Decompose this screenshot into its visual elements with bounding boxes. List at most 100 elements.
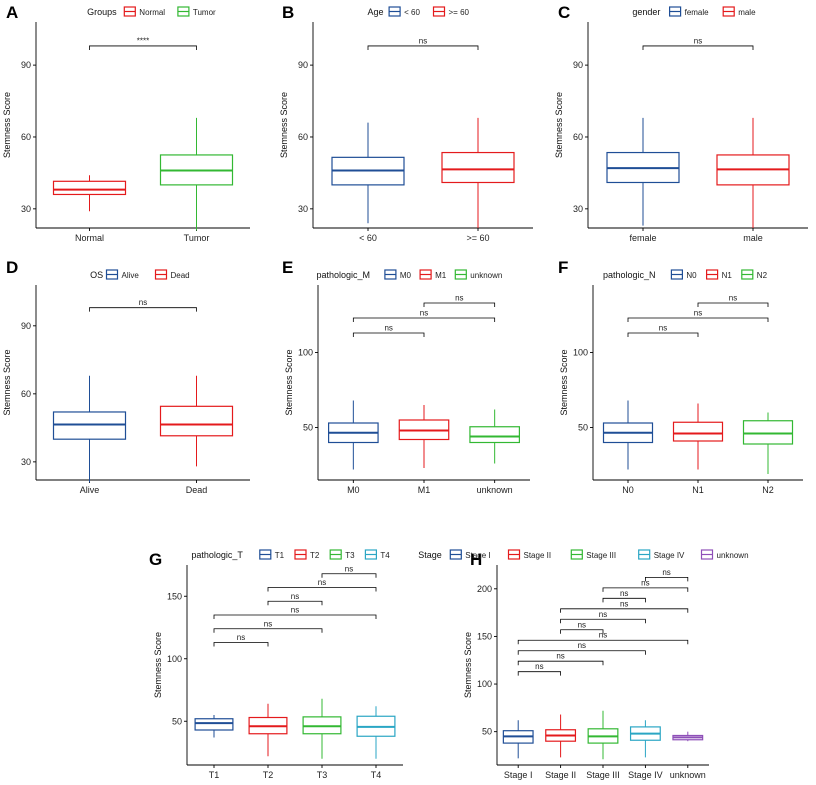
legend-label: Alive (122, 271, 140, 280)
comparison-bracket: ns (517, 652, 604, 666)
significance-label: ns (420, 309, 428, 318)
significance-label: **** (137, 36, 149, 45)
box-stage-ii (545, 714, 577, 758)
bracket-line (627, 332, 699, 337)
significance-label: ns (641, 578, 649, 587)
bracket-line (517, 660, 604, 666)
box-male (716, 117, 790, 228)
x-tick-label: >= 60 (466, 233, 489, 243)
legend-title: gender (632, 7, 660, 17)
box-dead (159, 375, 234, 467)
comparison-bracket: ns (560, 620, 604, 634)
bracket-line (560, 629, 604, 634)
x-tick-label: < 60 (359, 233, 377, 243)
bracket-line (213, 642, 269, 647)
legend-label: T1 (275, 551, 285, 560)
significance-label: ns (345, 564, 353, 573)
legend-key: >= 60 (432, 6, 470, 17)
comparison-bracket: ns (602, 578, 689, 592)
legend-key: male (722, 6, 756, 17)
y-tick-label: 50 (172, 716, 182, 726)
significance-label: ns (694, 309, 702, 318)
legend-label: unknown (470, 271, 502, 280)
legend: pathologic_T T1 T2 T3 T4 (191, 549, 390, 560)
legend-key: N2 (741, 269, 768, 280)
legend-label: Tumor (193, 8, 216, 17)
legend-key: T3 (329, 549, 355, 560)
legend-label: T2 (310, 551, 320, 560)
panel-letter: E (282, 258, 293, 277)
legend-title: pathologic_N (603, 270, 656, 280)
comparison-bracket: ns (560, 610, 646, 624)
y-tick-label: 150 (477, 631, 492, 641)
box-iqr (441, 151, 515, 184)
box-stage-iv (629, 720, 661, 758)
x-tick-label: male (743, 233, 763, 243)
x-tick-label: Stage II (545, 770, 576, 780)
x-tick-label: female (629, 233, 656, 243)
bracket-line (602, 597, 646, 603)
legend-key: female (668, 6, 709, 17)
x-tick-label: Tumor (184, 233, 210, 243)
y-tick-label: 90 (573, 60, 583, 70)
x-tick-label: Normal (75, 233, 104, 243)
bracket-line (267, 600, 323, 606)
significance-label: ns (291, 592, 299, 601)
box-iqr (52, 180, 127, 196)
legend-key: T4 (364, 549, 390, 560)
y-tick-label: 60 (21, 132, 31, 142)
bracket-line (352, 317, 496, 322)
y-tick-label: 90 (21, 321, 31, 331)
bracket-line (321, 573, 377, 578)
bracket-line (267, 587, 377, 592)
box-iqr (742, 420, 794, 445)
legend-title: pathologic_M (317, 270, 371, 280)
legend-label: Stage IV (654, 551, 685, 560)
panel-a: A Groups Normal Tumor 30 60 90 Stemness Score No… (2, 3, 250, 243)
legend-key: Stage III (570, 549, 616, 560)
x-tick-label: Alive (80, 485, 100, 495)
significance-label: ns (419, 36, 427, 45)
bracket-line (213, 614, 377, 619)
significance-label: ns (599, 610, 607, 619)
x-tick-label: Stage III (586, 770, 620, 780)
legend-label: M1 (435, 271, 447, 280)
y-tick-label: 30 (573, 204, 583, 214)
x-tick-label: Stage I (504, 770, 533, 780)
legend: Groups Normal Tumor (87, 6, 216, 17)
bracket-line (213, 628, 323, 633)
y-tick-label: 100 (298, 348, 313, 358)
panel-letter: B (282, 3, 294, 22)
significance-label: ns (662, 568, 670, 577)
significance-label: ns (556, 652, 564, 661)
legend-key: Stage I (449, 549, 491, 560)
comparison-bracket: ns (267, 592, 323, 606)
legend-key: Tumor (177, 6, 216, 17)
bracket-line (560, 618, 646, 624)
bracket-line (352, 332, 425, 337)
legend-label: T4 (380, 551, 390, 560)
box--60 (441, 117, 515, 228)
legend-title: Stage (418, 550, 442, 560)
comparison-bracket: **** (89, 36, 197, 50)
y-tick-label: 150 (167, 591, 182, 601)
legend-label: M0 (400, 271, 412, 280)
y-tick-label: 200 (477, 584, 492, 594)
comparison-bracket: ns (213, 619, 323, 633)
y-tick-label: 50 (482, 727, 492, 737)
bracket-line (517, 639, 689, 645)
legend-title: Age (368, 7, 384, 17)
legend-label: N1 (722, 271, 733, 280)
x-tick-label: N0 (622, 485, 634, 495)
y-tick-label: 100 (167, 654, 182, 664)
box-iqr (194, 718, 234, 731)
legend: OS Alive Dead (90, 269, 190, 280)
comparison-bracket: ns (602, 589, 646, 603)
legend-label: < 60 (404, 8, 420, 17)
x-tick-label: Stage IV (628, 770, 663, 780)
legend: Age < 60 >= 60 (368, 6, 470, 17)
legend-key: < 60 (388, 6, 420, 17)
legend-key: Dead (154, 269, 190, 280)
